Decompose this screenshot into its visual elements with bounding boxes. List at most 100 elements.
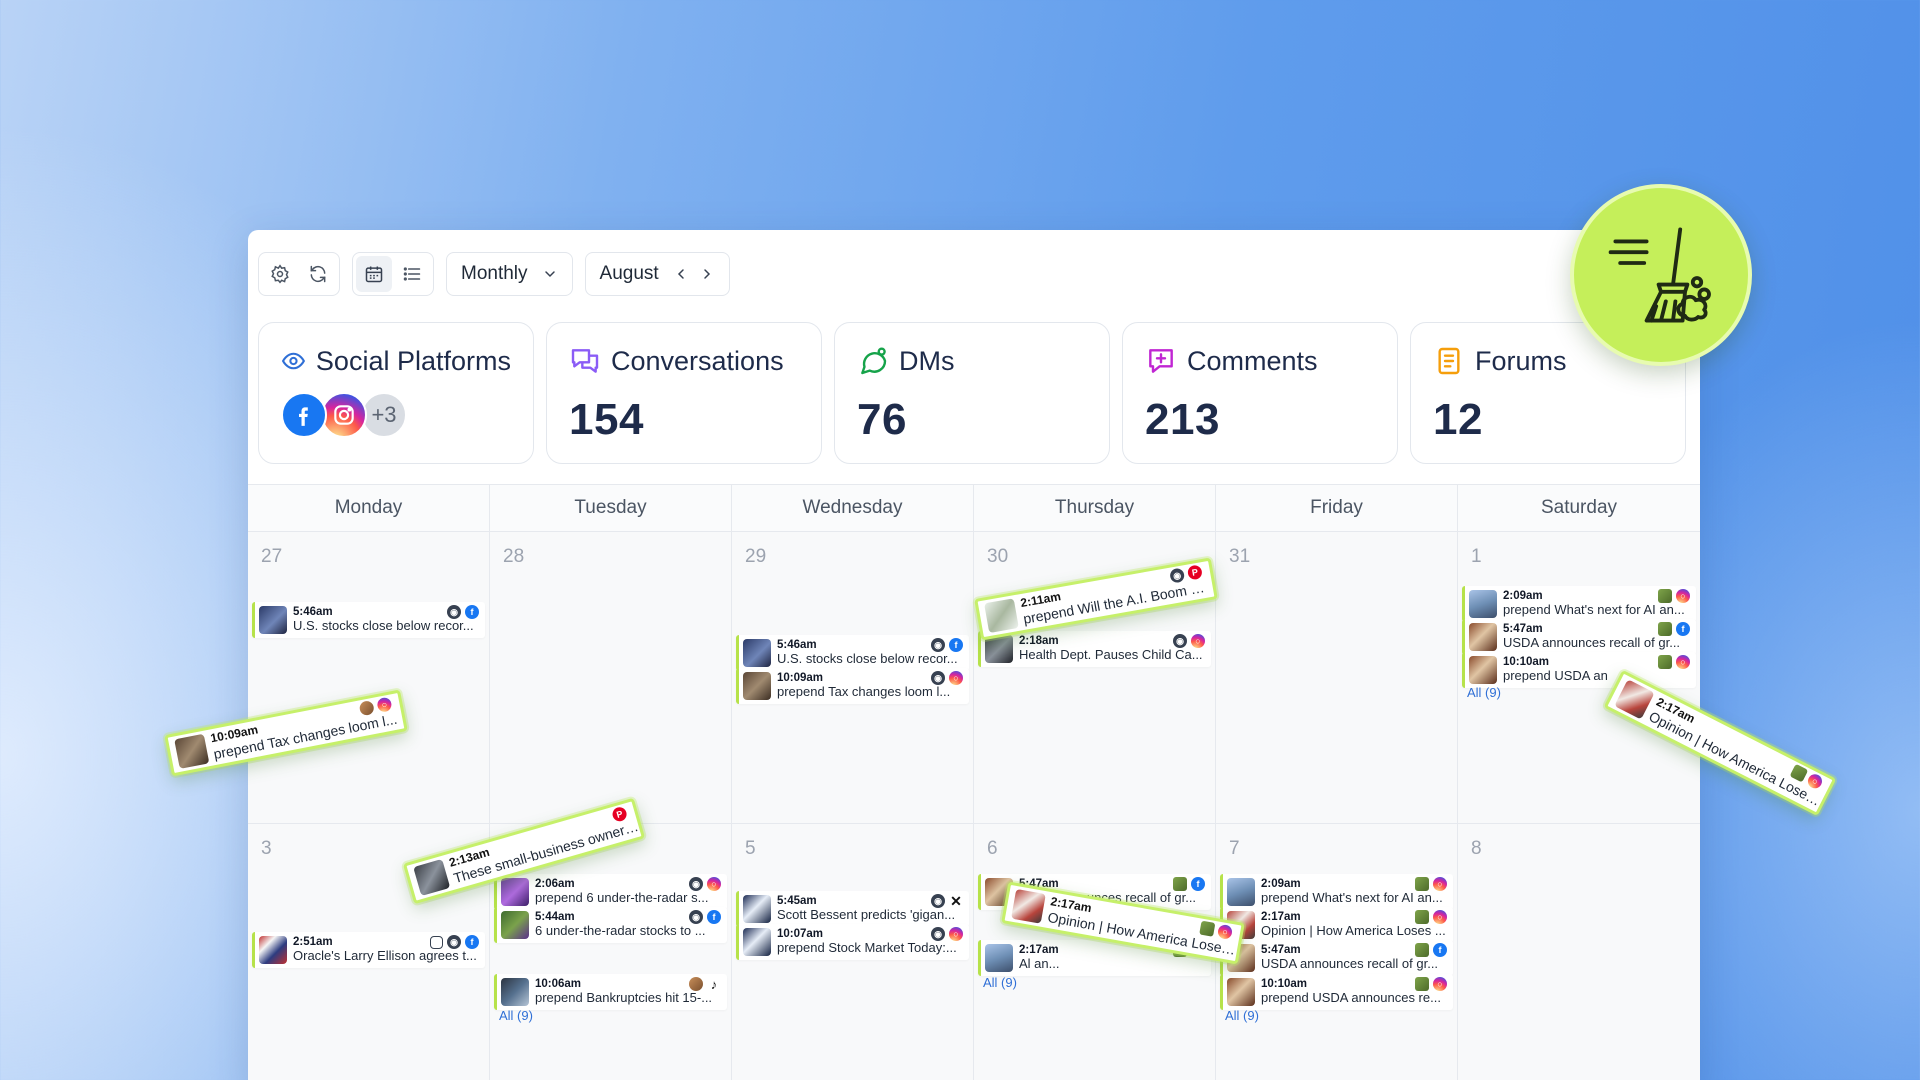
post-title: prepend What's next for AI an... — [1261, 891, 1443, 906]
post-title: Opinion | How America Loses ... — [1261, 924, 1446, 939]
post-title: prepend Tax changes loom l... — [777, 685, 951, 700]
post-event[interactable]: 5:44am 6 under-the-radar stocks to ... ◉ f — [494, 907, 727, 943]
broom-icon — [1608, 227, 1711, 323]
card-comments[interactable]: Comments 213 — [1122, 322, 1398, 464]
post-time: 2:09am — [1503, 589, 1543, 602]
card-social-platforms[interactable]: Social Platforms +3 — [258, 322, 534, 464]
view-period-label: Monthly — [461, 263, 528, 284]
weekday-label: Saturday — [1540, 497, 1618, 518]
weekday-label: Wednesday — [732, 485, 974, 531]
post-event[interactable]: 5:46am U.S. stocks close below recor... ◉ f — [252, 602, 485, 638]
post-time: 5:44am — [535, 910, 575, 923]
calendar-panel: Monthly August Social Platforms — [248, 230, 1700, 1080]
calendar-day[interactable]: 28 — [490, 532, 732, 824]
post-thumbnail — [259, 606, 287, 634]
post-thumbnail — [743, 928, 771, 956]
calendar-day[interactable]: 29 5:46am U.S. stocks close below recor...… — [732, 532, 974, 824]
post-title: U.S. stocks close below recor... — [777, 652, 958, 667]
post-event[interactable]: 10:10am prepend USDA an ○ — [1462, 652, 1696, 688]
account-avatar-icon — [1658, 622, 1672, 636]
calendar-grid: 27 5:46am U.S. stocks close below recor...… — [248, 532, 1700, 1080]
post-title: prepend 6 under-the-radar s... — [535, 891, 709, 906]
instagram-icon: ○ — [949, 671, 963, 685]
account-avatar-icon — [1199, 920, 1216, 937]
calendar-day[interactable]: 1 2:09am prepend What's next for AI an... ○… — [1458, 532, 1700, 824]
refresh-icon — [310, 265, 326, 283]
card-title: Comments — [1187, 345, 1318, 376]
post-event[interactable]: 5:45am Scott Bessent predicts 'gigan... ◉ ✕ — [736, 891, 969, 927]
show-all-link[interactable]: All (9) — [983, 975, 1017, 990]
calendar-view-button[interactable] — [356, 256, 392, 292]
post-time: 10:07am — [777, 927, 824, 940]
day-number: 8 — [1471, 838, 1482, 859]
list-view-button[interactable] — [394, 256, 430, 292]
post-thumbnail — [1011, 888, 1046, 924]
refresh-button[interactable] — [300, 256, 336, 292]
post-event[interactable]: 2:09am prepend What's next for AI an... ○ — [1220, 874, 1453, 910]
month-label: August — [599, 263, 659, 284]
facebook-icon: f — [1676, 622, 1690, 636]
cleanup-badge — [1570, 184, 1752, 366]
weekday-label: Tuesday — [490, 485, 732, 531]
account-avatar-icon — [1415, 943, 1429, 957]
chat-bubbles-icon — [571, 349, 599, 373]
post-thumbnail — [984, 598, 1019, 634]
next-month-button[interactable] — [699, 266, 715, 282]
post-time: 2:51am — [293, 935, 333, 948]
card-dms[interactable]: DMs 76 — [834, 322, 1110, 464]
post-thumbnail — [501, 878, 529, 906]
card-conversations[interactable]: Conversations 154 — [546, 322, 822, 464]
weekday-label: Friday — [1216, 485, 1458, 531]
facebook-icon: f — [707, 910, 721, 924]
post-title: 6 under-the-radar stocks to ... — [535, 924, 706, 939]
account-avatar-icon — [1415, 910, 1429, 924]
post-event[interactable]: 10:07am prepend Stock Market Today:... ◉ ○ — [736, 924, 969, 960]
account-avatar-icon — [1658, 655, 1672, 669]
post-event[interactable]: 5:46am U.S. stocks close below recor... ◉ f — [736, 635, 969, 671]
view-period-select[interactable]: Monthly — [446, 252, 573, 296]
instagram-icon: ○ — [376, 696, 393, 713]
day-number: 30 — [987, 546, 1009, 567]
calendar-day[interactable]: 27 5:46am U.S. stocks close below recor...… — [248, 532, 490, 824]
post-title: USDA announces recall of gr... — [1261, 957, 1439, 972]
show-all-link[interactable]: All (9) — [499, 1008, 533, 1023]
eye-icon: ◉ — [931, 927, 945, 941]
post-event[interactable]: 2:09am prepend What's next for AI an... ○ — [1462, 586, 1696, 622]
instagram-icon: ○ — [1191, 634, 1205, 648]
post-event[interactable]: 2:06am prepend 6 under-the-radar s... ◉ ○ — [494, 874, 727, 910]
post-event[interactable]: 10:06am prepend Bankruptcies hit 15-... ♪ — [494, 974, 727, 1010]
show-all-link[interactable]: All (9) — [1467, 685, 1501, 700]
instagram-icon: ○ — [1433, 910, 1447, 924]
calendar-day[interactable]: 31 — [1216, 532, 1458, 824]
post-thumbnail — [174, 733, 210, 769]
eye-icon: ◉ — [689, 877, 703, 891]
post-event[interactable]: 10:10am prepend USDA announces re... ○ — [1220, 974, 1453, 1010]
facebook-icon: f — [1433, 943, 1447, 957]
post-event[interactable]: 2:17am Opinion | How America Loses ... ○ — [1220, 907, 1453, 943]
post-event[interactable]: 2:18am Health Dept. Pauses Child Ca... ◉ ○ — [978, 631, 1211, 667]
day-number: 28 — [503, 546, 525, 567]
toolbar: Monthly August — [258, 252, 730, 296]
calendar-day[interactable]: 7 2:09am prepend What's next for AI an... ○… — [1216, 824, 1458, 1080]
instagram-icon — [321, 392, 367, 438]
previous-month-button[interactable] — [673, 266, 689, 282]
post-thumbnail — [1469, 623, 1497, 651]
post-title: USDA announces recall of gr... — [1503, 636, 1681, 651]
instagram-icon: ○ — [1676, 655, 1690, 669]
post-time: 5:46am — [777, 638, 817, 651]
settings-refresh-group — [258, 252, 340, 296]
chevron-left-icon — [677, 269, 684, 279]
post-event[interactable]: 2:51am Oracle's Larry Ellison agrees t...… — [252, 932, 485, 968]
card-forums[interactable]: Forums 12 — [1410, 322, 1686, 464]
post-thumbnail — [1469, 656, 1497, 684]
post-event[interactable]: 10:09am prepend Tax changes loom l... ◉ ○ — [736, 668, 969, 704]
post-time: 2:17am — [1261, 910, 1301, 923]
x-icon: ✕ — [950, 892, 962, 909]
calendar-day[interactable]: 5 5:45am Scott Bessent predicts 'gigan... ◉… — [732, 824, 974, 1080]
calendar-day[interactable]: 8 — [1458, 824, 1700, 1080]
day-number: 31 — [1229, 546, 1251, 567]
settings-button[interactable] — [262, 256, 298, 292]
show-all-link[interactable]: All (9) — [1225, 1008, 1259, 1023]
